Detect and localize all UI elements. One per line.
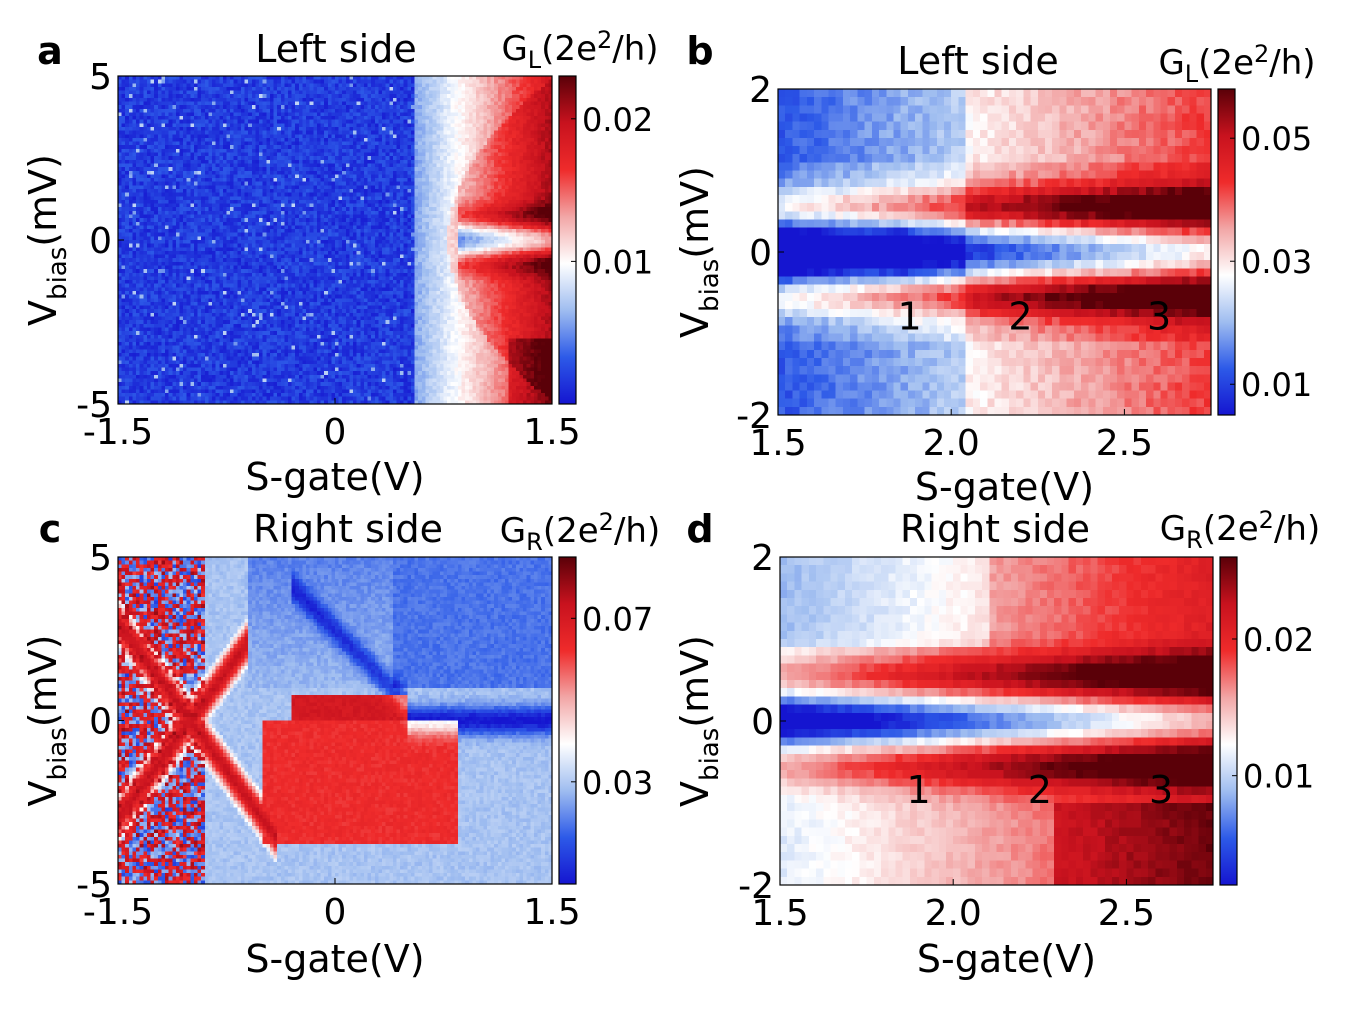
x-tick-label: 1.5: [751, 893, 808, 934]
panel-label: a: [37, 29, 63, 73]
y-tick-label: 0: [751, 702, 774, 743]
y-axis-label: Vbias(mV): [673, 635, 725, 807]
x-tick-label: -1.5: [83, 412, 153, 453]
heatmap-b: [778, 89, 1211, 415]
colorbar: [1220, 557, 1237, 885]
panel-label: c: [39, 507, 62, 551]
annotation-label: 1: [906, 768, 930, 812]
x-tick-label: 2.0: [923, 423, 980, 464]
chart-title: Left side: [255, 27, 416, 71]
x-tick-label: -1.5: [83, 892, 153, 933]
chart-title: Right side: [900, 507, 1090, 551]
colorbar-frame: [558, 556, 577, 885]
x-tick-label: 2.0: [925, 893, 982, 934]
y-tick-label: -2: [738, 866, 774, 907]
heatmap-d: [780, 557, 1213, 885]
y-axis-label: Vbias(mV): [21, 154, 73, 326]
y-tick-label: -5: [76, 385, 112, 426]
y-tick-label: -5: [76, 865, 112, 906]
panel-c: -1.5 0 1.5 5 0 -5 c Right side S-gate(V) Vbias(mV…: [21, 507, 660, 981]
colorbar-tick-label: 0.01: [582, 243, 653, 281]
colorbar-tick-label: 0.07: [582, 600, 653, 638]
colorbar-tick-label: 0.01: [1241, 366, 1312, 404]
y-tick-label: 5: [89, 57, 112, 98]
x-tick-label: 2.5: [1096, 423, 1153, 464]
annotation-label: 3: [1149, 768, 1173, 812]
colorbar: [1218, 89, 1235, 415]
colorbar: [559, 557, 576, 884]
chart-title: Left side: [897, 39, 1058, 83]
y-tick-label: 5: [89, 538, 112, 579]
colorbar-title: GL(2e2/h): [1158, 40, 1315, 88]
panel-label: d: [686, 507, 713, 551]
y-axis-label: Vbias(mV): [21, 635, 73, 807]
y-tick-label: 2: [749, 70, 772, 111]
colorbar-tick-label: 0.02: [1243, 621, 1314, 659]
x-axis-label: S-gate(V): [245, 937, 424, 981]
colorbar-tick-label: 0.01: [1243, 758, 1314, 796]
colorbar-frame: [1217, 88, 1236, 416]
y-tick-label: 0: [89, 702, 112, 743]
annotation-label: 2: [1028, 768, 1052, 812]
x-axis-label: S-gate(V): [245, 455, 424, 499]
annotation-label: 2: [1008, 294, 1032, 338]
colorbar-title: GR(2e2/h): [500, 508, 660, 556]
x-tick-label: 0: [324, 412, 347, 453]
panel-d: 1.5 2.0 2.5 2 0 -2 d Right side S-gate(V) Vbias(m…: [673, 506, 1320, 981]
x-tick-label: 1.5: [523, 892, 580, 933]
colorbar-frame: [1219, 556, 1238, 886]
x-tick-label: 1.5: [749, 423, 806, 464]
panel-label: b: [686, 29, 713, 73]
heatmap-a: [118, 76, 552, 404]
colorbar-tick-label: 0.02: [582, 101, 653, 139]
y-tick-label: 0: [749, 233, 772, 274]
panel-b: 1.5 2.0 2.5 2 0 -2 b Left side S-gate(V) Vbias(mV…: [673, 29, 1316, 509]
colorbar-tick-label: 0.03: [582, 764, 653, 802]
x-tick-label: 0: [324, 892, 347, 933]
x-tick-label: 1.5: [523, 412, 580, 453]
y-axis-label: Vbias(mV): [673, 166, 725, 338]
x-tick-label: 2.5: [1098, 893, 1155, 934]
panel-a: -1.5 0 1.5 5 0 -5 a Left side S-gate(V) Vbias(mV)…: [21, 26, 659, 499]
y-tick-label: 0: [89, 221, 112, 262]
heatmap-c: [118, 557, 552, 884]
y-tick-label: -2: [736, 396, 772, 437]
colorbar-title: GL(2e2/h): [501, 26, 658, 74]
y-tick-label: 2: [751, 538, 774, 579]
colorbar: [559, 76, 576, 404]
colorbar-title: GR(2e2/h): [1160, 506, 1320, 554]
annotation-label: 3: [1147, 294, 1171, 338]
annotation-label: 1: [898, 294, 922, 338]
colorbar-tick-label: 0.05: [1241, 120, 1312, 158]
x-axis-label: S-gate(V): [915, 465, 1094, 509]
colorbar-tick-label: 0.03: [1241, 243, 1312, 281]
x-axis-label: S-gate(V): [917, 937, 1096, 981]
chart-title: Right side: [253, 507, 443, 551]
colorbar-frame: [558, 75, 577, 405]
